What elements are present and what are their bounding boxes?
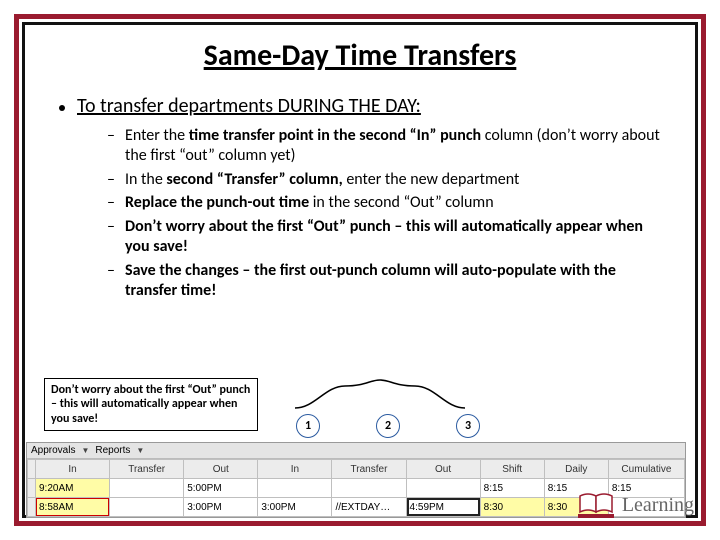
cell-transfer2[interactable]: [332, 479, 406, 498]
lead-text: To transfer departments DURING THE DAY:: [77, 94, 421, 118]
instruction-list: Enter the time transfer point in the sec…: [107, 126, 667, 302]
t-bold: Replace the punch-out time: [125, 193, 309, 212]
list-item: In the second “Transfer” column, enter t…: [107, 170, 667, 190]
page-title: Same-Day Time Transfers: [53, 37, 667, 74]
book-icon: [578, 490, 616, 520]
number-badges: 1 2 3: [296, 414, 480, 438]
col-header: Daily: [544, 460, 608, 479]
callout-box: Don’t worry about the first “Out” punch …: [44, 378, 258, 431]
curly-brace-icon: [290, 378, 470, 412]
step-badge-1: 1: [296, 414, 320, 438]
bullet-icon: [59, 105, 65, 111]
toolbar-reports[interactable]: Reports: [95, 445, 130, 456]
list-item: Enter the time transfer point in the sec…: [107, 126, 667, 167]
learning-logo: Learning: [578, 490, 694, 520]
timesheet-toolbar: Approvals ▼ Reports ▼: [27, 443, 685, 459]
cell-in2[interactable]: 3:00PM: [258, 498, 332, 517]
lead-bullet: To transfer departments DURING THE DAY:: [59, 94, 667, 118]
toolbar-approvals[interactable]: Approvals: [31, 445, 75, 456]
t-bold: second “Transfer” column,: [166, 170, 342, 189]
cell-transfer2[interactable]: //EXTDAY…: [332, 498, 406, 517]
cell-out2[interactable]: [406, 479, 480, 498]
cell-out1[interactable]: 5:00PM: [184, 479, 258, 498]
list-item: Save the changes – the first out-punch c…: [107, 261, 667, 302]
t: enter the new department: [343, 170, 520, 189]
list-item: Don’t worry about the first “Out” punch …: [107, 217, 667, 258]
col-header: Out: [406, 460, 480, 479]
t: in the second “Out” column: [309, 193, 493, 212]
col-header: Cumulative: [608, 460, 684, 479]
step-badge-3: 3: [456, 414, 480, 438]
col-header: Transfer: [110, 460, 184, 479]
col-header: In: [36, 460, 110, 479]
cell-transfer1[interactable]: [110, 498, 184, 517]
cell-transfer1[interactable]: [110, 479, 184, 498]
cell-out1[interactable]: 3:00PM: [184, 498, 258, 517]
row-selector[interactable]: [28, 479, 36, 498]
step-badge-2: 2: [376, 414, 400, 438]
row-selector[interactable]: [28, 498, 36, 517]
col-header: Out: [184, 460, 258, 479]
table-header-row: In Transfer Out In Transfer Out Shift Da…: [28, 460, 685, 479]
brand-text: Learning: [622, 494, 694, 517]
row-selector-header: [28, 460, 36, 479]
cell-in1[interactable]: 8:58AM: [36, 498, 110, 517]
slide: Same-Day Time Transfers To transfer depa…: [0, 0, 720, 540]
list-item: Replace the punch-out time in the second…: [107, 193, 667, 213]
chevron-down-icon: ▼: [81, 446, 89, 455]
t-bold: Don’t worry about the first “Out” punch …: [125, 217, 643, 256]
t-bold: Save the changes – the first out-punch c…: [125, 261, 616, 300]
cell-shift: 8:30: [480, 498, 544, 517]
t: In the: [125, 170, 166, 189]
cell-in1[interactable]: 9:20AM: [36, 479, 110, 498]
col-header: Transfer: [332, 460, 406, 479]
cell-in2[interactable]: [258, 479, 332, 498]
col-header: In: [258, 460, 332, 479]
t-bold: time transfer point in the second “In” p…: [189, 126, 481, 145]
cell-shift: 8:15: [480, 479, 544, 498]
t: Enter the: [125, 126, 189, 145]
chevron-down-icon: ▼: [136, 446, 144, 455]
col-header: Shift: [480, 460, 544, 479]
cell-out2[interactable]: 4:59PM: [406, 498, 480, 517]
